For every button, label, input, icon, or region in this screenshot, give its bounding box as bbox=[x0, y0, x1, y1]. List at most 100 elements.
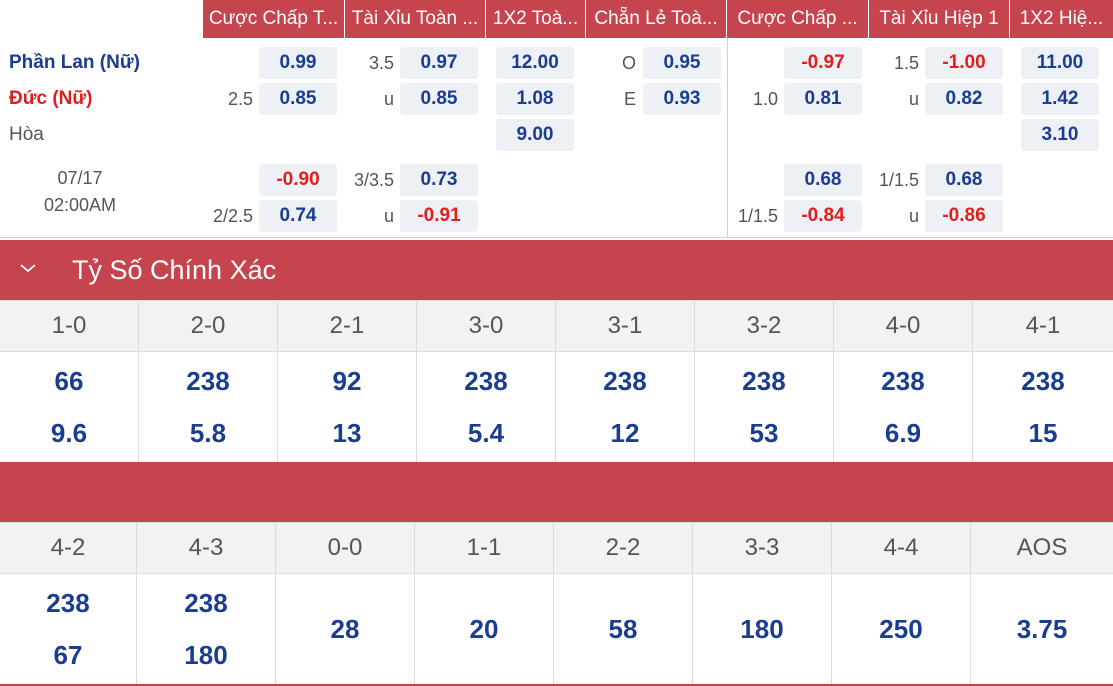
score-odd-bottom[interactable]: 9.6 bbox=[50, 418, 88, 448]
score-label: 2-1 bbox=[278, 301, 417, 351]
score-label: 2-2 bbox=[554, 523, 693, 573]
half-divider bbox=[727, 38, 728, 238]
score-cell: 3.75 bbox=[971, 574, 1113, 684]
ou-h1-line-alt: 1/1.5 bbox=[878, 170, 919, 190]
section-divider-band bbox=[0, 462, 1113, 522]
score-odd-bottom[interactable]: 5.8 bbox=[189, 418, 227, 448]
hdp-h1-line-alt: 1/1.5 bbox=[737, 206, 778, 226]
score-odd-bottom[interactable]: 5.4 bbox=[467, 418, 505, 448]
hdp-ft-line: 2.5 bbox=[227, 89, 253, 109]
score-cell: 20 bbox=[415, 574, 554, 684]
score-odd-top[interactable]: 238 bbox=[881, 366, 925, 396]
score-cell: 58 bbox=[554, 574, 693, 684]
hdp-ft-home-odd-alt[interactable]: -0.90 bbox=[259, 164, 337, 196]
score-odd[interactable]: 20 bbox=[469, 614, 499, 644]
hdp-ft-away-odd[interactable]: 0.85 bbox=[259, 83, 337, 115]
correct-score-title: Tỷ Số Chính Xác bbox=[72, 255, 277, 285]
ou-ft-over-odd-alt[interactable]: 0.73 bbox=[400, 164, 478, 196]
score-odd-top[interactable]: 238 bbox=[186, 366, 230, 396]
ou-h1-line: 1.5 bbox=[893, 53, 919, 73]
ou-h1-under-odd-alt[interactable]: -0.86 bbox=[925, 200, 1003, 232]
score-odd-bottom[interactable]: 67 bbox=[53, 640, 83, 670]
col-over-under-h1[interactable]: Tài Xỉu Hiệp 1 bbox=[869, 0, 1010, 38]
oe-ft-even-label: E bbox=[623, 89, 636, 109]
correct-score-header[interactable]: Tỷ Số Chính Xác bbox=[0, 240, 1113, 300]
score-cell: 238 5.4 bbox=[417, 352, 556, 462]
score-cell: 238 67 bbox=[0, 574, 137, 684]
ou-h1-over-odd[interactable]: -1.00 bbox=[925, 47, 1003, 79]
score-odd[interactable]: 58 bbox=[608, 614, 638, 644]
score-cell: 238 180 bbox=[137, 574, 276, 684]
score-odd-top[interactable]: 238 bbox=[1021, 366, 1065, 396]
oe-ft-even-odd[interactable]: 0.93 bbox=[643, 83, 721, 115]
score-odd[interactable]: 250 bbox=[879, 614, 923, 644]
ou-ft-under-label-alt: u bbox=[383, 206, 394, 226]
col-handicap-h1[interactable]: Cược Chấp ... bbox=[727, 0, 869, 38]
score-odd-bottom[interactable]: 6.9 bbox=[884, 418, 922, 448]
score-cell: 238 6.9 bbox=[834, 352, 973, 462]
score-odd-top[interactable]: 238 bbox=[742, 366, 786, 396]
hdp-ft-line-alt: 2/2.5 bbox=[212, 206, 253, 226]
ou-h1-under-odd[interactable]: 0.82 bbox=[925, 83, 1003, 115]
hdp-ft-home-odd[interactable]: 0.99 bbox=[259, 47, 337, 79]
x12-ft-draw-odd[interactable]: 9.00 bbox=[496, 119, 574, 151]
score-odd-top[interactable]: 238 bbox=[46, 588, 90, 618]
ou-ft-under-odd-alt[interactable]: -0.91 bbox=[400, 200, 478, 232]
ou-ft-under-odd[interactable]: 0.85 bbox=[400, 83, 478, 115]
score-label: 4-4 bbox=[832, 523, 971, 573]
hdp-ft-away-odd-alt[interactable]: 0.74 bbox=[259, 200, 337, 232]
col-1x2-ft[interactable]: 1X2 Toà... bbox=[486, 0, 586, 38]
score-odd-bottom[interactable]: 53 bbox=[749, 418, 779, 448]
ou-ft-under-label: u bbox=[383, 89, 394, 109]
score-cell: 238 5.8 bbox=[139, 352, 278, 462]
score-cell: 238 53 bbox=[695, 352, 834, 462]
score-label: 4-2 bbox=[0, 523, 137, 573]
ou-ft-line: 3.5 bbox=[368, 53, 394, 73]
col-over-under-ft[interactable]: Tài Xỉu Toàn ... bbox=[345, 0, 486, 38]
score-cell: 180 bbox=[693, 574, 832, 684]
oe-ft-odd-odd[interactable]: 0.95 bbox=[643, 47, 721, 79]
score-odd[interactable]: 3.75 bbox=[1016, 614, 1068, 644]
col-odd-even-ft[interactable]: Chẵn Lẻ Toà... bbox=[586, 0, 727, 38]
col-handicap-ft[interactable]: Cược Chấp T... bbox=[203, 0, 345, 38]
score-odd[interactable]: 180 bbox=[740, 614, 784, 644]
score-odd-top[interactable]: 92 bbox=[332, 366, 362, 396]
score-label: 0-0 bbox=[276, 523, 415, 573]
hdp-h1-away-odd[interactable]: 0.81 bbox=[784, 83, 862, 115]
score-odd-top[interactable]: 238 bbox=[184, 588, 228, 618]
score-odd-bottom[interactable]: 12 bbox=[610, 418, 640, 448]
ou-ft-over-odd[interactable]: 0.97 bbox=[400, 47, 478, 79]
score-cell: 28 bbox=[276, 574, 415, 684]
hdp-h1-home-odd[interactable]: -0.97 bbox=[784, 47, 862, 79]
hdp-h1-away-odd-alt[interactable]: -0.84 bbox=[784, 200, 862, 232]
hdp-h1-home-odd-alt[interactable]: 0.68 bbox=[784, 164, 862, 196]
x12-h1-away-odd[interactable]: 1.42 bbox=[1021, 83, 1099, 115]
odds-header: Cược Chấp T... Tài Xỉu Toàn ... 1X2 Toà.… bbox=[0, 0, 1113, 38]
col-1x2-h1[interactable]: 1X2 Hiệ... bbox=[1010, 0, 1113, 38]
x12-ft-away-odd[interactable]: 1.08 bbox=[496, 83, 574, 115]
score-cell: 250 bbox=[832, 574, 971, 684]
score-odd[interactable]: 28 bbox=[330, 614, 360, 644]
x12-h1-home-odd[interactable]: 11.00 bbox=[1021, 47, 1099, 79]
ou-h1-under-label-alt: u bbox=[908, 206, 919, 226]
oe-ft-odd-label: O bbox=[621, 53, 636, 73]
x12-ft-home-odd[interactable]: 12.00 bbox=[496, 47, 574, 79]
score-label: 3-3 bbox=[693, 523, 832, 573]
ou-h1-over-odd-alt[interactable]: 0.68 bbox=[925, 164, 1003, 196]
ou-h1-under-label: u bbox=[908, 89, 919, 109]
score-label: 4-3 bbox=[137, 523, 276, 573]
score-label: 3-0 bbox=[417, 301, 556, 351]
score-odd-top[interactable]: 66 bbox=[54, 366, 84, 396]
score-odd-top[interactable]: 238 bbox=[464, 366, 508, 396]
score-odd-bottom[interactable]: 180 bbox=[184, 640, 228, 670]
score-odd-bottom[interactable]: 13 bbox=[332, 418, 362, 448]
odds-area bbox=[0, 38, 1113, 238]
score-header-row-1: 1-0 2-0 2-1 3-0 3-1 3-2 4-0 4-1 bbox=[0, 300, 1113, 352]
score-odd-bottom[interactable]: 15 bbox=[1028, 418, 1058, 448]
x12-h1-draw-odd[interactable]: 3.10 bbox=[1021, 119, 1099, 151]
bottom-border bbox=[0, 684, 1113, 686]
score-odd-top[interactable]: 238 bbox=[603, 366, 647, 396]
score-value-row-2: 238 67 238 180 28 20 58 180 250 3.75 bbox=[0, 574, 1113, 684]
chevron-down-icon[interactable] bbox=[18, 258, 38, 278]
score-cell: 66 9.6 bbox=[0, 352, 139, 462]
